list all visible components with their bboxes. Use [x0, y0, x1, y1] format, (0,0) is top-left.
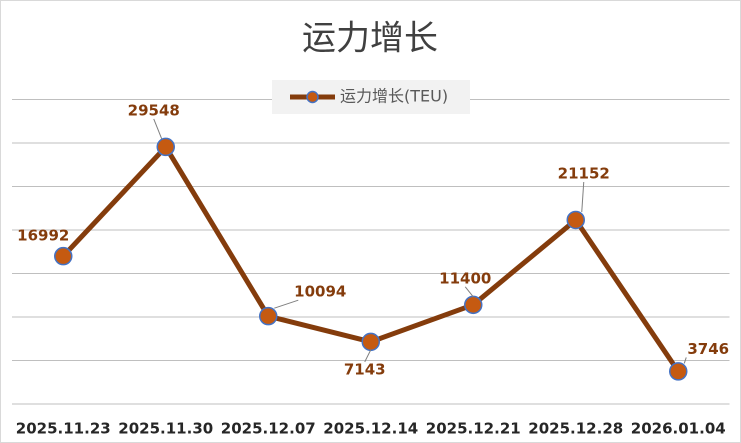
chart-title: 运力增长 — [302, 19, 438, 59]
leader-line — [581, 181, 585, 213]
data-label: 21152 — [558, 164, 610, 182]
leader-line — [683, 357, 687, 364]
x-tick-label: 2025.12.28 — [528, 420, 623, 438]
x-tick-label: 2025.12.14 — [323, 420, 418, 438]
x-tick-label: 2026.01.04 — [631, 420, 726, 438]
leader-line — [153, 118, 163, 140]
leader-line — [464, 286, 474, 298]
data-point — [464, 295, 483, 315]
data-point — [259, 306, 278, 326]
data-label: 7143 — [344, 360, 386, 378]
x-tick-label: 2025.12.21 — [426, 420, 521, 438]
data-point — [54, 246, 73, 266]
data-point — [669, 362, 688, 381]
data-point — [156, 137, 175, 157]
x-tick-label: 2025.11.23 — [16, 420, 111, 438]
data-label: 29548 — [128, 101, 180, 119]
x-tick-label: 2025.12.07 — [221, 420, 316, 438]
data-label: 11400 — [439, 269, 491, 287]
data-point — [566, 210, 585, 230]
data-point — [361, 332, 380, 352]
legend-marker — [306, 90, 319, 104]
data-label: 10094 — [294, 283, 346, 301]
data-label: 16992 — [17, 227, 69, 245]
data-label: 3746 — [687, 340, 729, 358]
x-tick-label: 2025.11.30 — [118, 420, 213, 438]
leader-line — [274, 299, 299, 309]
leader-line — [364, 349, 372, 363]
legend-label: 运力增长(TEU) — [340, 87, 448, 106]
